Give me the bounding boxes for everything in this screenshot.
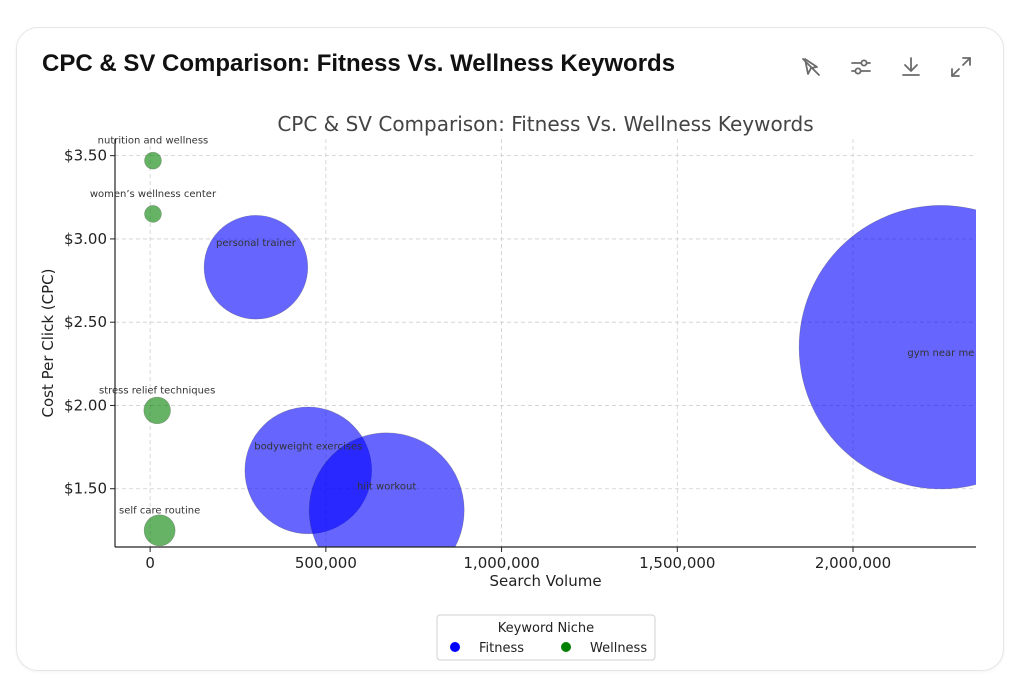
point-labels: gym near me personal trainer bodyweight ex…: [90, 136, 975, 517]
point-label: bodyweight exercises: [254, 441, 362, 452]
point-label: personal trainer: [216, 238, 297, 249]
legend-label: Fitness: [479, 641, 524, 656]
legend-box: [436, 614, 656, 661]
x-tick-label: 1,500,000: [639, 554, 715, 572]
y-tick-label: $3.00: [64, 230, 107, 248]
bubble: [308, 432, 465, 547]
bubble: [203, 215, 309, 320]
expand-icon: [951, 57, 971, 77]
y-tick-label: $2.00: [64, 396, 107, 414]
legend-marker: [561, 642, 571, 652]
chart-settings-button[interactable]: [846, 52, 876, 82]
y-tick-label: $2.50: [64, 313, 107, 331]
y-axis-label: Cost Per Click (CPC): [39, 269, 57, 418]
point-label: nutrition and wellness: [98, 136, 209, 147]
legend-label: Wellness: [590, 641, 647, 656]
point-label: women’s wellness center: [90, 189, 217, 200]
download-icon: [902, 57, 920, 76]
legend-marker: [450, 642, 460, 652]
point-label: self care routine: [119, 505, 200, 516]
bubble: [144, 151, 162, 170]
y-tick-label: $1.50: [64, 480, 107, 498]
sliders-icon: [851, 59, 871, 75]
chart-toolbar: [796, 52, 976, 82]
expand-button[interactable]: [946, 52, 976, 82]
pointer-slash-icon: [802, 58, 820, 76]
bubble: [143, 396, 171, 425]
plot-title: CPC & SV Comparison: Fitness Vs. Wellnes…: [277, 112, 813, 136]
x-axis-label: Search Volume: [489, 572, 601, 590]
hide-chart-button[interactable]: [796, 52, 826, 82]
x-tick-label: 500,000: [295, 554, 357, 572]
bubble: [144, 205, 162, 223]
legend-title: Keyword Niche: [498, 621, 594, 636]
x-tick-label: 0: [145, 554, 155, 572]
x-tick-label: 2,000,000: [815, 554, 891, 572]
y-tick-label: $3.50: [64, 147, 107, 165]
legend: Keyword Niche Fitness Wellness: [436, 614, 656, 661]
bubble: [143, 514, 176, 547]
bubble: [798, 205, 976, 490]
point-label: hiit workout: [357, 481, 416, 492]
tick-labels: 0 500,000 1,000,000 1,500,000 2,000,000 $1.50…: [64, 147, 891, 572]
x-tick-label: 1,000,000: [463, 554, 539, 572]
bubbles: [143, 151, 976, 547]
card-title: CPC & SV Comparison: Fitness Vs. Wellnes…: [42, 50, 676, 77]
point-label: gym near me: [907, 348, 974, 359]
point-label: stress relief techniques: [99, 385, 215, 396]
download-button[interactable]: [896, 52, 926, 82]
